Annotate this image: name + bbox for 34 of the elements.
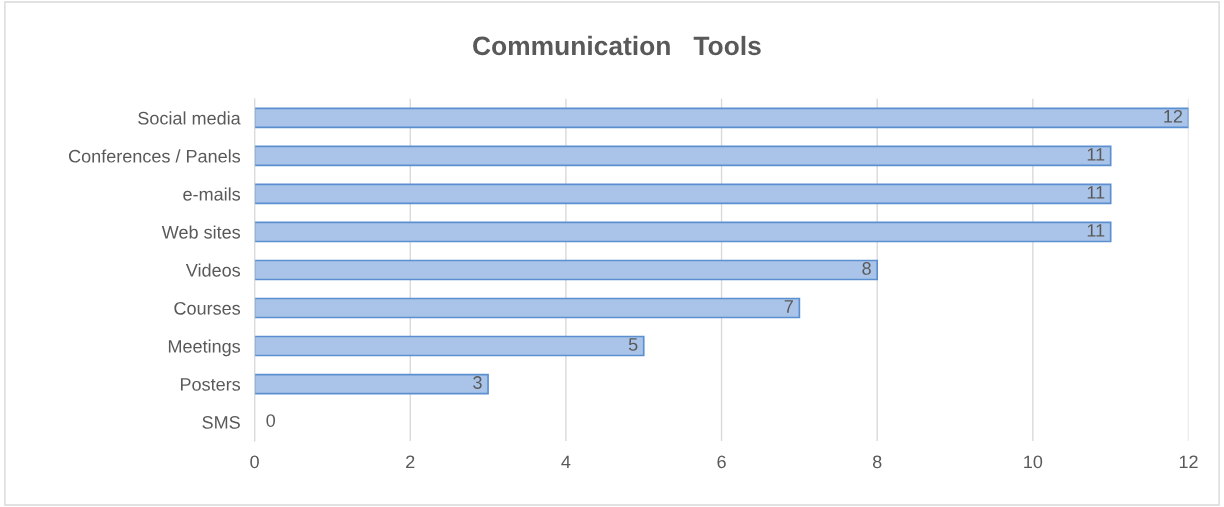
y-tick-label: Meetings [168,339,241,357]
y-tick-label: Web sites [161,225,241,239]
x-tick-label: 2 [406,455,415,469]
x-tick-label: 4 [561,455,571,469]
data-label: 7 [784,300,793,313]
bar [254,145,1112,167]
data-label: 11 [1087,224,1105,237]
data-label: 3 [473,376,482,389]
data-label: 12 [1164,109,1183,123]
x-tick-label: 0 [250,455,259,469]
x-tick-label: 6 [717,455,726,469]
y-tick-label: Conferences / Panels [69,149,241,163]
data-label: 11 [1087,186,1105,199]
data-label: 5 [628,338,638,351]
y-tick-label: Courses [174,301,241,315]
bar [254,259,879,281]
x-tick-label: 10 [1024,455,1043,469]
x-tick-label: 8 [872,455,882,469]
bar [254,107,1189,129]
y-tick-label: Videos [185,263,241,277]
bar [254,335,645,357]
y-tick-label: e-mails [183,187,241,201]
bar [254,221,1112,243]
y-tick-label: SMS [202,416,240,429]
bar [254,373,489,395]
y-tick-label: Social media [138,111,241,125]
y-tick-label: Posters [180,378,241,391]
chart-title: Communication Tools [473,35,761,56]
data-label: 11 [1087,148,1105,161]
data-label: 8 [862,262,871,275]
bar [254,183,1112,205]
x-tick-label: 12 [1179,455,1198,469]
bar [254,297,801,319]
data-label: 0 [266,414,276,427]
